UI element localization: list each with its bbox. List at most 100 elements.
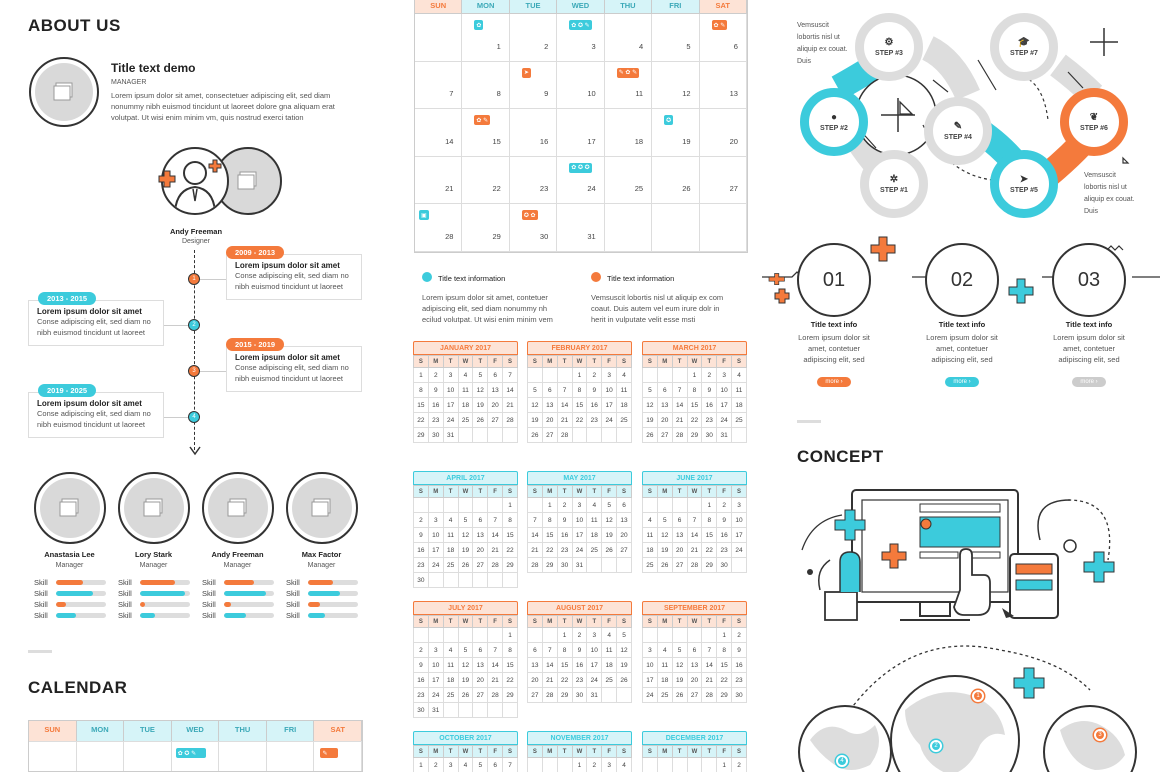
day-cell[interactable]: 28: [527, 557, 543, 573]
day-cell[interactable]: 31: [557, 204, 605, 252]
day-cell[interactable]: 31: [716, 427, 733, 443]
day-cell[interactable]: [586, 557, 603, 573]
day-cell[interactable]: 12: [457, 527, 474, 543]
day-cell[interactable]: 13: [686, 657, 703, 673]
day-cell[interactable]: 23: [413, 687, 429, 703]
day-cell[interactable]: 27: [541, 427, 558, 443]
day-cell[interactable]: 17: [642, 672, 658, 688]
day-cell[interactable]: 20: [686, 672, 703, 688]
day-cell[interactable]: 25: [601, 672, 618, 688]
day-cell[interactable]: ✿ ✪ ✎: [171, 741, 220, 771]
event-tag[interactable]: ✪: [664, 115, 674, 125]
day-cell[interactable]: 24: [731, 542, 747, 558]
day-cell[interactable]: 19: [457, 542, 474, 558]
day-cell[interactable]: 26: [656, 557, 673, 573]
day-cell[interactable]: 17: [442, 397, 459, 413]
day-cell[interactable]: 24 ✿ ✪ ✪: [557, 156, 605, 204]
day-cell[interactable]: 16: [556, 527, 573, 543]
day-cell[interactable]: 23: [586, 412, 603, 428]
day-cell[interactable]: 28: [502, 412, 518, 428]
day-cell[interactable]: [541, 627, 558, 643]
day-cell[interactable]: 11: [442, 657, 459, 673]
day-cell[interactable]: 20: [472, 672, 489, 688]
day-cell[interactable]: 22: [686, 412, 703, 428]
day-cell[interactable]: [487, 627, 504, 643]
day-cell[interactable]: 12: [671, 657, 688, 673]
day-cell[interactable]: 23: [701, 412, 718, 428]
day-cell[interactable]: 5: [642, 382, 658, 398]
day-cell[interactable]: 17: [571, 527, 588, 543]
day-cell[interactable]: 16: [509, 109, 558, 157]
day-cell[interactable]: 7: [556, 382, 573, 398]
day-cell[interactable]: [601, 427, 618, 443]
day-cell[interactable]: 23: [571, 672, 588, 688]
event-tag[interactable]: ✿ ✎: [474, 115, 491, 125]
day-cell[interactable]: 16: [586, 397, 603, 413]
day-cell[interactable]: 10: [442, 382, 459, 398]
day-cell[interactable]: 24: [716, 412, 733, 428]
day-cell[interactable]: [527, 497, 543, 513]
day-cell[interactable]: 15: [686, 397, 703, 413]
day-cell[interactable]: 21: [527, 542, 543, 558]
day-cell[interactable]: 26: [457, 687, 474, 703]
day-cell[interactable]: [616, 687, 632, 703]
day-cell[interactable]: 10: [571, 512, 588, 528]
day-cell[interactable]: 2: [731, 627, 747, 643]
day-cell[interactable]: 23: [716, 542, 733, 558]
day-cell[interactable]: [487, 427, 504, 443]
day-cell[interactable]: 9: [427, 382, 444, 398]
day-cell[interactable]: 29: [716, 687, 733, 703]
day-cell[interactable]: 22: [716, 672, 733, 688]
day-cell[interactable]: 7: [701, 642, 718, 658]
day-cell[interactable]: 9: [571, 642, 588, 658]
day-cell[interactable]: 4: [457, 367, 474, 383]
day-cell[interactable]: [427, 497, 444, 513]
day-cell[interactable]: 23: [427, 412, 444, 428]
day-cell[interactable]: [699, 204, 747, 252]
day-cell[interactable]: [457, 572, 474, 588]
day-cell[interactable]: 24: [571, 542, 588, 558]
day-cell[interactable]: 3: [427, 512, 444, 528]
day-cell[interactable]: 25: [642, 557, 658, 573]
day-cell[interactable]: 4: [656, 642, 673, 658]
day-cell[interactable]: 22: [413, 412, 429, 428]
day-cell[interactable]: 21: [415, 156, 463, 204]
day-cell[interactable]: 9: [413, 657, 429, 673]
day-cell[interactable]: [76, 741, 125, 771]
day-cell[interactable]: 27: [616, 542, 632, 558]
day-cell[interactable]: 30: [731, 687, 747, 703]
day-cell[interactable]: 3: [442, 367, 459, 383]
day-cell[interactable]: 19: [656, 542, 673, 558]
day-cell[interactable]: 8: [571, 382, 588, 398]
day-cell[interactable]: 8: [462, 61, 510, 109]
day-cell[interactable]: 1: [556, 627, 573, 643]
day-cell[interactable]: 12: [656, 527, 673, 543]
day-cell[interactable]: 23: [509, 156, 558, 204]
day-cell[interactable]: 31: [427, 702, 444, 718]
event-tag[interactable]: ✪ ✿: [521, 210, 538, 220]
day-cell[interactable]: 28: [487, 687, 504, 703]
day-cell[interactable]: 25: [442, 557, 459, 573]
day-cell[interactable]: 8: [541, 512, 558, 528]
day-cell[interactable]: 4: [616, 367, 632, 383]
day-cell[interactable]: 2: [701, 367, 718, 383]
day-cell[interactable]: [601, 687, 618, 703]
day-cell[interactable]: 25: [604, 156, 653, 204]
day-cell[interactable]: 13: [699, 61, 747, 109]
day-cell[interactable]: 6: [686, 642, 703, 658]
day-cell[interactable]: 24: [427, 687, 444, 703]
day-cell[interactable]: 7: [541, 642, 558, 658]
day-cell[interactable]: 24: [601, 412, 618, 428]
day-cell[interactable]: [472, 702, 489, 718]
day-cell[interactable]: 11: [586, 512, 603, 528]
day-cell[interactable]: [541, 367, 558, 383]
day-cell[interactable]: 16: [413, 672, 429, 688]
day-cell[interactable]: 20: [472, 542, 489, 558]
day-cell[interactable]: [472, 572, 489, 588]
day-cell[interactable]: 12: [616, 642, 632, 658]
day-cell[interactable]: 15: [502, 527, 518, 543]
day-cell[interactable]: 25: [457, 412, 474, 428]
day-cell[interactable]: 18: [457, 397, 474, 413]
day-cell[interactable]: 12: [652, 61, 700, 109]
day-cell[interactable]: 2: [427, 757, 444, 772]
